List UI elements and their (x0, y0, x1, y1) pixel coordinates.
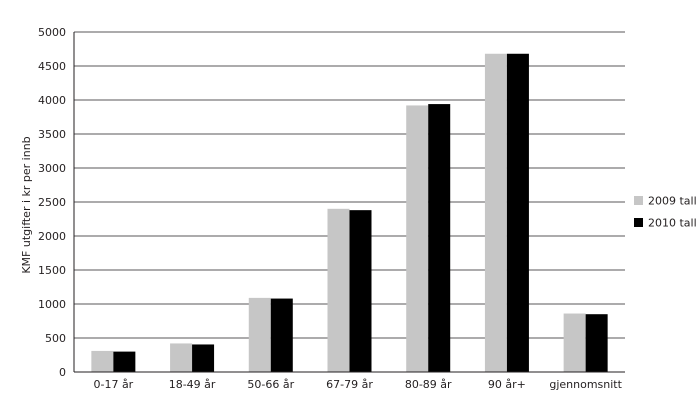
y-axis-label: KMF utgifter i kr per innb (20, 136, 33, 273)
gridlines (74, 31, 625, 339)
y-tick-labels: 0 500 1000 1500 2000 2500 3000 3500 4000 4500 5000 (38, 26, 66, 379)
x-tick-label: 50-66 år (247, 378, 294, 391)
legend-label: 2010 tall (648, 217, 697, 230)
bar-series1 (248, 297, 271, 372)
bar-series2 (270, 298, 293, 372)
legend: 2009 tall 2010 tall (634, 195, 697, 230)
y-tick-label: 500 (45, 332, 66, 345)
bar-series1 (406, 105, 429, 372)
y-tick-label: 3500 (38, 128, 66, 141)
y-tick-label: 4500 (38, 60, 66, 73)
y-tick-label: 1500 (38, 264, 66, 277)
bar-series1 (91, 350, 114, 372)
x-tick-labels: 0-17 år 18-49 år 50-66 år 67-79 år 80-89 år 9… (93, 378, 622, 391)
bar-series1 (170, 343, 193, 372)
bar-series2 (585, 314, 608, 372)
bar-series2 (506, 53, 529, 372)
bar-series1 (327, 208, 350, 372)
x-tick-label: 67-79 år (326, 378, 373, 391)
y-tick-label: 0 (59, 366, 66, 379)
x-tick-label: 90 år+ (488, 378, 526, 391)
y-tick-label: 5000 (38, 26, 66, 39)
bar-series1 (484, 53, 507, 372)
x-tick-label: 0-17 år (93, 378, 133, 391)
y-tick-label: 2000 (38, 230, 66, 243)
legend-swatch (634, 196, 643, 205)
y-tick-label: 2500 (38, 196, 66, 209)
bar-series2 (349, 210, 372, 372)
bar-series2 (192, 344, 215, 372)
y-tick-label: 4000 (38, 94, 66, 107)
x-tick-label: gjennomsnitt (549, 378, 622, 391)
bar-series1 (563, 313, 586, 372)
y-tick-label: 3000 (38, 162, 66, 175)
y-tick-label: 1000 (38, 298, 66, 311)
x-tick-label: 18-49 år (169, 378, 216, 391)
bar-series2 (113, 351, 136, 372)
legend-swatch (634, 218, 643, 227)
legend-label: 2009 tall (648, 195, 697, 208)
x-tick-label: 80-89 år (405, 378, 452, 391)
bars (91, 53, 608, 372)
bar-series2 (428, 104, 451, 372)
